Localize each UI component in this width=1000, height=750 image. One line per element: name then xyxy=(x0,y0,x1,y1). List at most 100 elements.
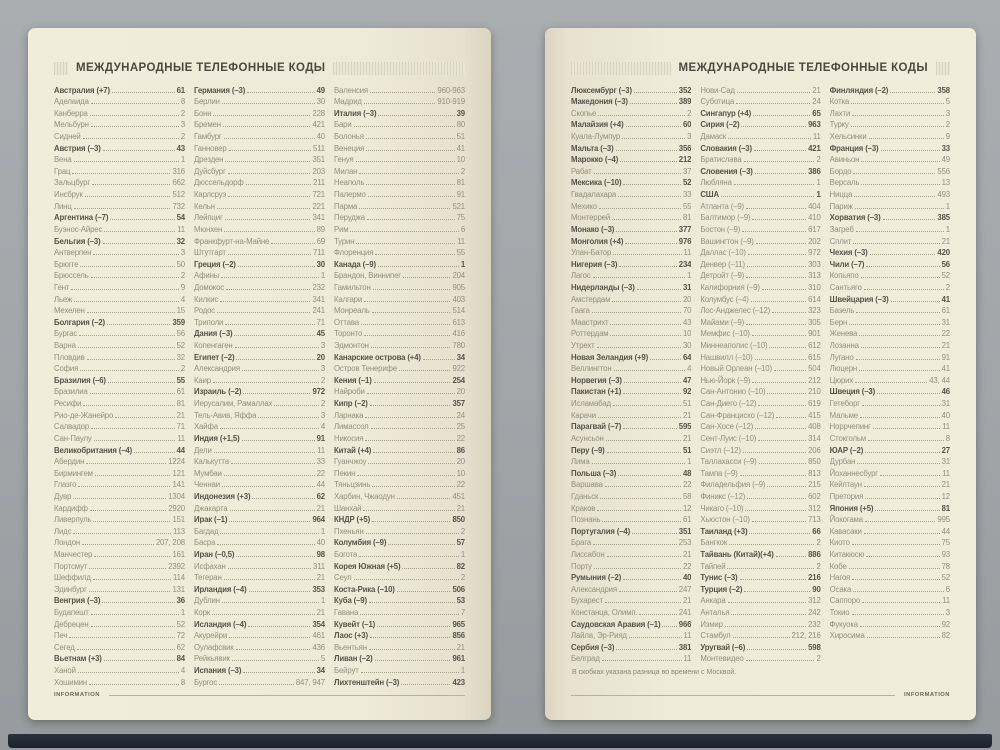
dot-leader xyxy=(625,126,681,128)
city-code-entry: Норрчепинг 11 xyxy=(830,420,950,431)
city-code-entry: Претория 12 xyxy=(830,489,950,501)
city-code-entry: Гуанчжоу 20 xyxy=(334,455,465,466)
country-code-entry: Бельгия (–3) 32 xyxy=(54,234,185,246)
city-code-entry: Бангкок 2 xyxy=(700,536,820,547)
entry-name: Миннеаполис (–10) xyxy=(700,341,768,351)
dot-leader xyxy=(620,161,677,163)
entry-name: Цюрих xyxy=(829,375,854,385)
city-code-entry: Хьюстон (–10) 713 xyxy=(700,513,820,524)
dot-leader xyxy=(212,381,319,383)
city-code-entry: Таллахасси (–9) 850 xyxy=(700,455,820,466)
dot-leader xyxy=(403,277,451,279)
dot-leader xyxy=(753,149,807,151)
entry-code: 1 xyxy=(816,178,821,188)
dot-leader xyxy=(235,648,311,650)
entry-code: 1 xyxy=(460,259,465,269)
dot-leader xyxy=(628,637,682,639)
entry-name: Авиньон xyxy=(829,155,860,165)
dot-leader xyxy=(882,219,936,221)
entry-name: Нигерия (–3) xyxy=(571,259,618,269)
entry-code: 602 xyxy=(808,491,821,501)
dot-leader xyxy=(728,138,811,140)
entry-code: 21 xyxy=(812,85,821,95)
dot-leader xyxy=(94,555,171,557)
entry-name: Мехико xyxy=(571,201,597,211)
dot-leader xyxy=(612,300,681,302)
city-code-entry: Сиэтл (–12) 206 xyxy=(700,443,820,455)
entry-name: Тампа (–9) xyxy=(700,468,738,478)
entry-name: Бухарест xyxy=(571,596,603,606)
entry-code: 32 xyxy=(176,352,185,362)
dot-leader xyxy=(360,672,459,674)
entry-code: 386 xyxy=(808,166,821,176)
dot-leader xyxy=(225,323,315,325)
codes-column: Люксембург (–3) 352 Македония (–3) 389 Скопь… xyxy=(571,83,692,664)
city-code-entry: Лима 1 xyxy=(571,455,692,467)
city-code-entry: Финикс (–12) 602 xyxy=(700,489,820,501)
entry-code: 964 xyxy=(312,515,325,525)
dot-leader xyxy=(216,207,311,209)
entry-name: Перу (–9) xyxy=(571,445,605,455)
dot-leader xyxy=(880,149,940,151)
entry-name: Таиланд (+3) xyxy=(700,526,748,536)
dot-leader xyxy=(745,509,807,511)
entry-name: Мексика (–10) xyxy=(571,178,622,188)
dot-leader xyxy=(612,405,681,407)
city-code-entry: Хиросима 82 xyxy=(830,629,950,640)
entry-name: Ганновер xyxy=(194,143,227,153)
entry-code: 39 xyxy=(456,108,465,118)
city-code-entry: Дурбан 31 xyxy=(830,455,950,466)
country-code-entry: Коста-Рика (–10) 506 xyxy=(334,582,465,594)
city-code-entry: Копьяпо 52 xyxy=(830,269,950,280)
city-code-entry: Бари 80 xyxy=(334,118,465,129)
city-code-entry: Бейрут 1 xyxy=(334,663,465,675)
country-code-entry: Израиль (–2) 972 xyxy=(194,385,325,396)
entry-code: 82 xyxy=(456,561,465,571)
dot-leader xyxy=(103,660,175,662)
country-code-entry: Кения (–1) 254 xyxy=(334,373,465,385)
city-code-entry: Лондон 207, 208 xyxy=(54,536,185,547)
entry-code: 403 xyxy=(452,294,465,304)
city-code-entry: Филадельфия (–9) 215 xyxy=(700,478,820,489)
entry-name: Майами (–9) xyxy=(700,317,745,327)
entry-code: 11 xyxy=(812,132,821,142)
entry-code: 4 xyxy=(320,422,325,432)
city-code-entry: Роттердам 10 xyxy=(571,327,691,338)
entry-name: Ницца xyxy=(829,190,853,200)
dot-leader xyxy=(355,161,455,163)
city-code-entry: Франкфурт-на-Майне 69 xyxy=(194,234,325,246)
dot-leader xyxy=(744,590,811,592)
entry-name: Брандон, Виннипег xyxy=(334,271,401,281)
city-code-entry: Копенгаген 3 xyxy=(194,338,325,350)
dot-leader xyxy=(367,196,455,198)
dot-leader xyxy=(746,265,807,267)
city-code-entry: Лугано 91 xyxy=(830,350,950,362)
entry-name: Иерусалим, Рамаллах xyxy=(194,399,273,409)
city-code-entry: Аделаида 8 xyxy=(54,95,185,106)
entry-name: Мумбаи xyxy=(194,468,222,478)
city-code-entry: Грац 316 xyxy=(54,164,185,176)
city-code-entry: Ганновер 511 xyxy=(194,141,325,153)
city-code-entry: Оттава 613 xyxy=(334,315,465,327)
entry-code: 3 xyxy=(180,120,185,130)
dot-leader xyxy=(363,509,455,511)
country-code-entry: Австралия (+7) 61 xyxy=(54,83,185,95)
entry-code: 1 xyxy=(687,457,692,467)
city-code-entry: Лахти 3 xyxy=(830,106,950,118)
dot-leader xyxy=(866,637,940,639)
dot-leader xyxy=(212,614,315,616)
city-code-entry: Никосия 22 xyxy=(334,431,465,443)
entry-name: Глазго xyxy=(54,480,77,490)
entry-name: Кувейт (–1) xyxy=(334,619,376,629)
entry-code: 2 xyxy=(460,166,465,176)
country-code-entry: Саудовская Аравия (–1) 966 xyxy=(571,617,691,629)
dot-leader xyxy=(221,602,319,604)
city-code-entry: Гетеборг 31 xyxy=(830,396,950,408)
country-code-entry: Мексика (–10) 52 xyxy=(571,176,691,188)
city-code-entry: Денвер (–11) 303 xyxy=(700,257,820,269)
entry-code: 504 xyxy=(808,364,821,374)
city-code-entry: Краков 12 xyxy=(571,501,691,513)
dot-leader xyxy=(102,242,175,244)
entry-name: Асунсьон xyxy=(571,433,604,443)
entry-code: 69 xyxy=(316,236,325,246)
